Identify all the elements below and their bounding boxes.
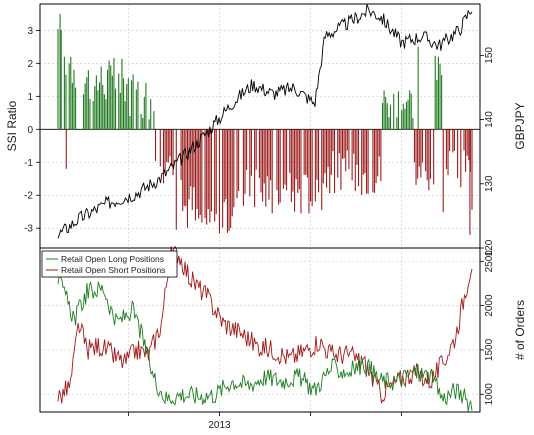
ssi-bars [57,13,473,235]
bottom-panel: 2500 2000 1500 1000 2013 # of Orders Retail… [39,245,527,431]
ssi-tick-label: 0 [27,125,33,136]
gbpjpy-tick-label: 130 [484,175,495,192]
gbpjpy-tick-label: 120 [484,239,495,256]
short-positions-line [57,245,473,404]
gbpjpy-tick-label: 140 [484,111,495,128]
date-axis-ticks: 2013 [127,412,403,431]
orders-tick-label: 1500 [484,338,495,361]
legend-label-short: Retail Open Short Positions [61,265,165,275]
ssi-ratio-axis-label: SSI Ratio [5,100,19,151]
gbpjpy-price-line [57,4,473,239]
ssi-tick-label: -2 [24,191,33,202]
bottom-panel-frame [39,247,481,413]
ssi-tick-label: 1 [27,92,33,103]
legend-box [41,250,178,278]
legend-label-long: Retail Open Long Positions [61,254,164,264]
ssi-axis-ticks: 3 2 1 0 -1 -2 -3 [24,26,40,235]
ssi-tick-label: -3 [24,224,33,235]
long-positions-line [57,272,473,412]
orders-tick-label: 2000 [484,294,495,317]
orders-tick-label: 1000 [484,383,495,406]
ssi-tick-label: -1 [24,158,33,169]
gbpjpy-axis-label: GBPJPY [513,102,527,149]
orders-axis-label: # of Orders [513,300,527,360]
orders-axis-ticks: 2500 2000 1500 1000 [480,250,495,406]
orders-tick-label: 2500 [484,250,495,273]
ssi-tick-label: 3 [27,26,33,37]
top-panel: 3 2 1 0 -1 -2 -3 150 140 130 120 SSI Ratio GBPJPY [5,3,527,256]
legend: Retail Open Long Positions Retail Open S… [41,250,178,278]
gbpjpy-axis-ticks: 150 140 130 120 [480,47,495,256]
ssi-tick-label: 2 [27,59,33,70]
date-tick-label: 2013 [208,420,231,431]
gbpjpy-tick-label: 150 [484,47,495,64]
top-gridlines [40,4,480,248]
